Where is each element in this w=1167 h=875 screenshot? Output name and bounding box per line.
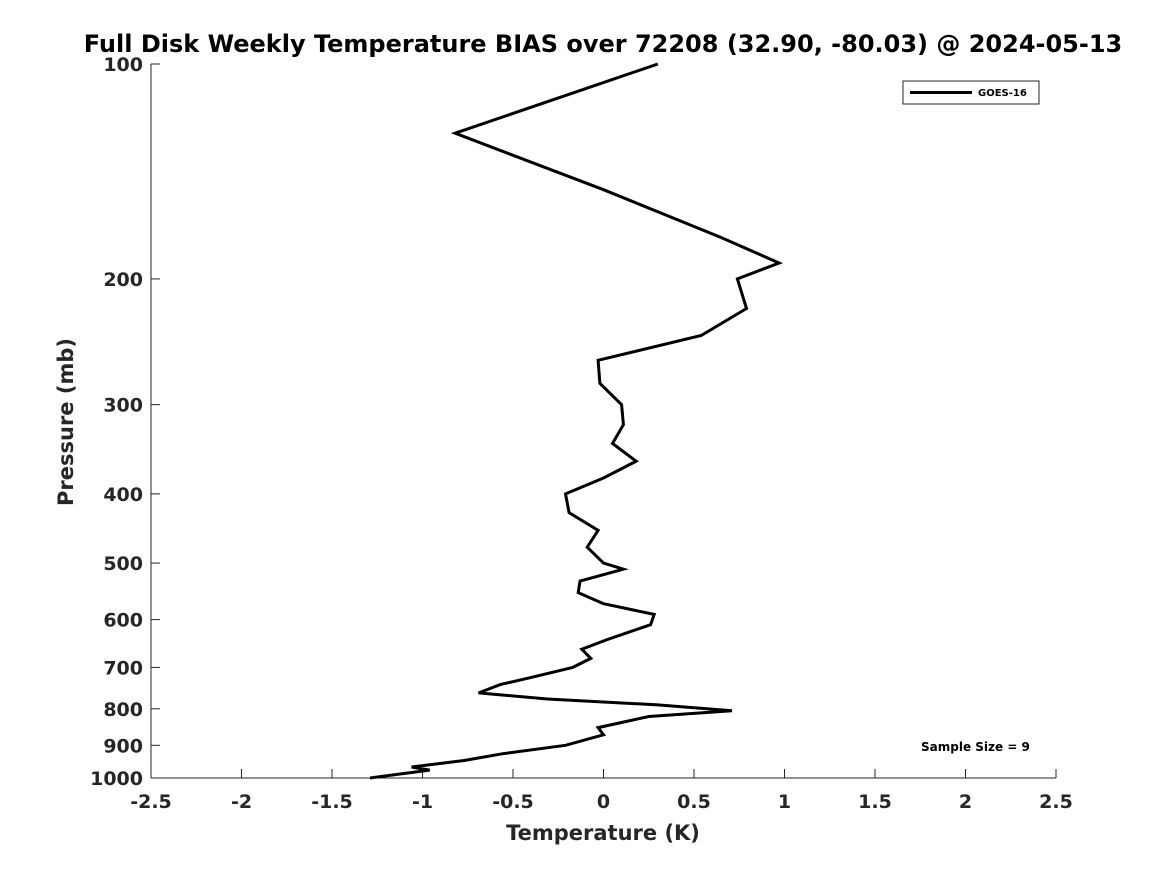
x-axis-label: Temperature (K) xyxy=(506,821,700,845)
x-tick-label: 2.5 xyxy=(1039,791,1073,813)
y-tick-label: 100 xyxy=(103,54,143,76)
y-axis-ticks: 100 200 300 400 500 600 700 800 900 1000 xyxy=(90,54,160,790)
y-tick-label: 400 xyxy=(103,484,143,506)
x-tick-label: -2 xyxy=(231,791,252,813)
y-tick-label: 700 xyxy=(103,657,143,679)
x-tick-label: 1 xyxy=(778,791,791,813)
x-tick-label: -2.5 xyxy=(130,791,172,813)
x-tick-label: 0.5 xyxy=(677,791,711,813)
y-tick-label: 300 xyxy=(103,395,143,417)
sample-size-annotation: Sample Size = 9 xyxy=(921,740,1030,754)
x-tick-label: -1 xyxy=(412,791,433,813)
x-tick-label: -1.5 xyxy=(311,791,353,813)
y-tick-label: 500 xyxy=(103,553,143,575)
x-axis-ticks: -2.5 -2 -1.5 -1 -0.5 0 0.5 1 1.5 2 2.5 xyxy=(130,769,1073,813)
series-group xyxy=(369,62,784,780)
x-tick-label: -0.5 xyxy=(492,791,534,813)
y-tick-label: 200 xyxy=(103,269,143,291)
y-axis-label: Pressure (mb) xyxy=(54,338,78,506)
x-tick-label: 0 xyxy=(597,791,610,813)
y-tick-label: 1000 xyxy=(90,768,143,790)
legend: GOES-16 xyxy=(902,80,1040,105)
chart-title: Full Disk Weekly Temperature BIAS over 7… xyxy=(84,30,1123,58)
series-line-goes-16 xyxy=(369,62,784,780)
y-tick-label: 900 xyxy=(103,735,143,757)
y-tick-label: 800 xyxy=(103,699,143,721)
y-tick-label: 600 xyxy=(103,610,143,632)
legend-label-goes-16: GOES-16 xyxy=(978,88,1027,99)
x-tick-label: 1.5 xyxy=(858,791,892,813)
x-tick-label: 2 xyxy=(959,791,972,813)
plot-axes xyxy=(150,64,1056,779)
